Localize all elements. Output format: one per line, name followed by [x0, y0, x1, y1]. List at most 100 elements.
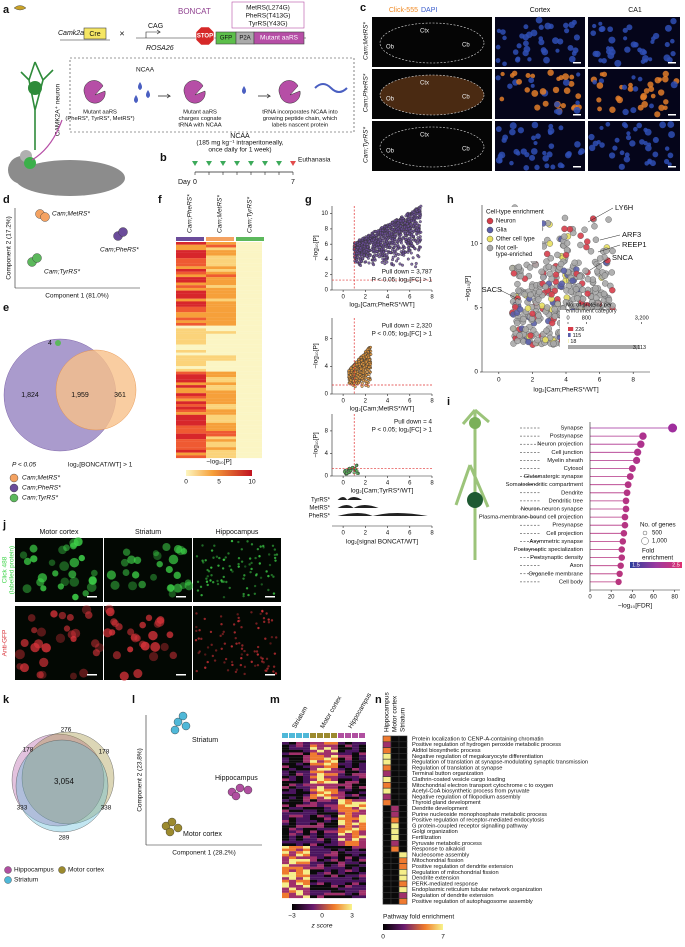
heat-cell [345, 874, 352, 878]
heat-cell [206, 374, 236, 378]
heat-cell [282, 768, 289, 771]
heat-cell [352, 890, 359, 893]
cell [240, 548, 244, 551]
cell [237, 565, 240, 568]
protein-point [418, 220, 422, 224]
protein-point [411, 234, 415, 238]
heat-cell [338, 791, 345, 795]
lollipop-head [618, 554, 626, 561]
protein-point [394, 244, 398, 248]
legend-dot [9, 473, 19, 483]
heat-cell [303, 895, 310, 899]
nucleus [598, 78, 605, 84]
heat-cell [359, 851, 366, 854]
heat-cell [310, 749, 317, 753]
heat-cell [289, 760, 296, 763]
heat-cell [338, 755, 345, 758]
nucleus [557, 38, 564, 45]
nucleus [626, 131, 631, 136]
label: P < 0.05; log₂[FC] > 1 [372, 277, 433, 284]
label: 338 [101, 805, 112, 812]
heat-cell [352, 864, 359, 867]
heat-cell [352, 822, 359, 826]
cell [235, 642, 238, 645]
protein-point [561, 225, 568, 233]
cell [226, 669, 230, 672]
heat-cell [310, 807, 317, 810]
heat-cell [289, 851, 296, 854]
heat-cell [310, 744, 317, 748]
heat-cell [331, 742, 338, 745]
cell [210, 574, 213, 577]
heat-cell [359, 822, 366, 826]
scale-bar [573, 166, 581, 168]
heat-cell [345, 827, 352, 831]
legend-dot [4, 876, 12, 884]
heat-cell [236, 439, 262, 442]
heat-cell [317, 872, 324, 875]
heat-cell [359, 853, 366, 857]
injection [192, 161, 198, 166]
heat-cell [324, 869, 331, 873]
cell [149, 652, 159, 662]
label: charges cognate [179, 116, 222, 122]
heat-cell [236, 401, 262, 405]
protein-point [384, 249, 388, 253]
label: P2A [239, 36, 250, 42]
protein-point [548, 319, 556, 327]
cell [48, 559, 56, 567]
x-tick-label: 4 [386, 295, 390, 301]
x-tick-label: 8 [631, 377, 635, 384]
nucleus [578, 148, 585, 155]
ridge [337, 513, 428, 516]
heat-cell [296, 752, 303, 756]
cell [242, 592, 245, 596]
heat-cell [206, 344, 236, 348]
protein-point [596, 255, 604, 262]
heat-cell [296, 814, 303, 818]
heat-cell [398, 735, 408, 743]
cell [31, 627, 38, 634]
nucleus [614, 59, 622, 67]
heat-cell [331, 864, 338, 867]
heat-cell [289, 853, 296, 857]
sample-chip [317, 733, 323, 738]
protein-point [401, 216, 405, 220]
x-tick-label: 6 [408, 399, 412, 405]
heat-cell [303, 874, 310, 878]
y-tick-label: 4 [325, 451, 329, 457]
heat-cell [282, 809, 289, 813]
heat-cell [303, 835, 310, 839]
heat-cell [324, 861, 331, 865]
protein-point [378, 238, 382, 242]
heat-cell [296, 859, 303, 862]
cell [71, 628, 81, 638]
neuron-soma [467, 492, 483, 508]
heat-cell [338, 809, 345, 813]
heat-cell [345, 895, 352, 899]
cell [240, 657, 243, 660]
heat-cell [236, 287, 262, 291]
heat-cell [345, 851, 352, 854]
nucleus [543, 56, 550, 64]
heat-cell [176, 387, 206, 391]
heat-cell [310, 814, 317, 818]
heat-cell [236, 377, 262, 380]
heat-cell [282, 827, 289, 831]
protein-point [416, 236, 420, 240]
heat-cell [289, 838, 296, 841]
cell [84, 611, 93, 619]
heat-cell [289, 762, 296, 766]
label: −log₁₀[P] [313, 235, 320, 261]
x-tick-label: 2 [364, 399, 368, 405]
heat-cell [352, 887, 359, 891]
heat-cell [398, 886, 408, 893]
protein-point [393, 219, 397, 223]
heat-cell [176, 439, 206, 442]
heat-cell [317, 752, 324, 756]
protein-point [353, 254, 357, 258]
protein-point [543, 327, 550, 334]
ridge [337, 505, 379, 508]
heat-cell [176, 406, 206, 410]
lollipop-head [621, 521, 629, 529]
